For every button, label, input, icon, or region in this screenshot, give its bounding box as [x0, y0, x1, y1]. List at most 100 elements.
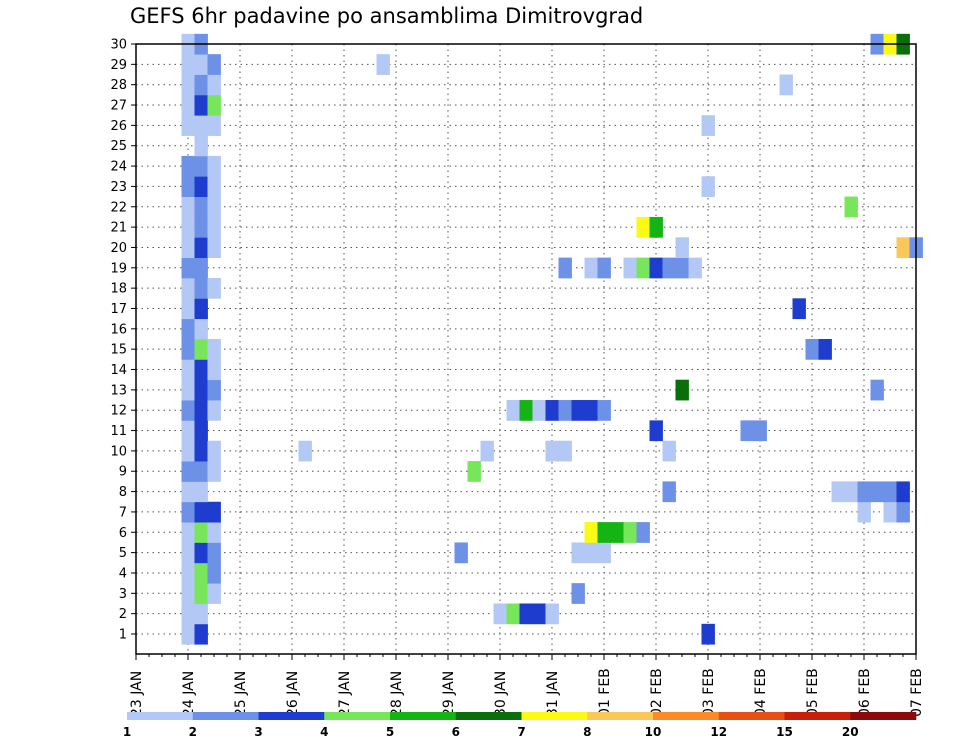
heatmap-cell	[194, 298, 208, 320]
y-tick-label: 19	[110, 261, 127, 276]
heatmap-cell	[181, 379, 195, 401]
heatmap-cell	[181, 196, 195, 218]
heatmap-cell	[584, 522, 598, 543]
heatmap-cell	[792, 298, 806, 320]
heatmap-cell	[519, 400, 533, 421]
heatmap-cell	[181, 339, 195, 360]
heatmap-cell	[181, 237, 195, 259]
heatmap-cell	[181, 461, 195, 482]
heatmap-cell	[636, 522, 650, 543]
y-tick-label: 10	[110, 444, 127, 459]
y-tick-label: 30	[110, 38, 127, 53]
x-tick-label: 05 FEB	[805, 668, 821, 717]
colorbar-segment	[784, 712, 851, 720]
heatmap-cell	[506, 603, 520, 625]
heatmap-cell	[584, 257, 598, 279]
heatmap-cell	[558, 440, 572, 462]
heatmap-cell	[194, 420, 208, 442]
heatmap-cell	[207, 155, 221, 177]
heatmap-cell	[207, 216, 221, 238]
heatmap-cell	[194, 176, 208, 197]
x-tick-label: 24 JAN	[181, 671, 197, 717]
heatmap-cell	[519, 603, 533, 625]
heatmap-cell	[701, 115, 715, 136]
x-tick-label: 06 FEB	[857, 668, 873, 717]
heatmap-cell	[194, 583, 208, 604]
colorbar: 1 2 3 4 5 6 7 8 10 12 15 20	[123, 712, 917, 739]
heatmap-cell	[688, 257, 702, 279]
y-tick-label: 12	[110, 404, 127, 419]
heatmap-cell	[597, 400, 611, 421]
heatmap-cell	[194, 277, 208, 299]
heatmap-cell	[207, 461, 221, 482]
heatmap-cell	[194, 54, 208, 75]
x-tick-label: 07 FEB	[909, 668, 925, 717]
heatmap-cell	[662, 440, 676, 462]
heatmap-cell	[181, 94, 195, 116]
heatmap-cell	[844, 481, 858, 503]
x-tick-label: 23 JAN	[129, 671, 145, 717]
heatmap-cell	[636, 257, 650, 279]
colorbar-label: 6	[452, 725, 460, 739]
colorbar-label: 1	[123, 725, 131, 739]
heatmap-cell	[194, 216, 208, 238]
heatmap-cell	[480, 440, 494, 462]
heatmap-cell	[857, 501, 871, 523]
heatmap-cell	[558, 257, 572, 279]
colorbar-label: 15	[776, 725, 793, 739]
colorbar-segment	[258, 712, 325, 720]
heatmap-cell	[207, 339, 221, 360]
heatmap-cell	[207, 54, 221, 75]
heatmap-cell	[194, 359, 208, 381]
colorbar-label: 4	[320, 725, 328, 739]
heatmap-cell	[194, 237, 208, 259]
heatmap-cell	[844, 196, 858, 218]
heatmap-cell	[883, 481, 897, 503]
colorbar-segment	[850, 712, 917, 720]
heatmap-cell	[636, 216, 650, 238]
y-tick-label: 20	[110, 241, 127, 256]
colorbar-label: 10	[645, 725, 662, 739]
heatmap-cell	[207, 115, 221, 136]
colorbar-segment	[718, 712, 785, 720]
heatmap-cell	[194, 603, 208, 625]
heatmap-cell	[558, 400, 572, 421]
heatmap-cell	[649, 216, 663, 238]
x-tick-label: 01 FEB	[597, 668, 613, 717]
heatmap-cell	[662, 257, 676, 279]
heatmap-cell	[740, 420, 754, 442]
y-tick-label: 11	[110, 424, 127, 439]
x-tick-label: 27 JAN	[337, 671, 353, 717]
y-tick-label: 23	[110, 180, 127, 195]
heatmap-cell	[532, 603, 546, 625]
heatmap-cell	[883, 501, 897, 523]
heatmap-cell	[194, 94, 208, 116]
heatmap-cell	[818, 339, 832, 360]
heatmap-cell	[597, 257, 611, 279]
heatmap-cell	[194, 135, 208, 157]
y-tick-label: 16	[110, 322, 127, 337]
heatmap-cell	[181, 420, 195, 442]
heatmap-cell	[610, 522, 624, 543]
heatmap-cell	[207, 562, 221, 584]
heatmap-cell	[181, 562, 195, 584]
heatmap-cell	[181, 583, 195, 604]
heatmap-cell	[181, 176, 195, 197]
y-tick-label: 5	[119, 546, 127, 561]
heatmap-cell	[623, 257, 637, 279]
heatmap-cell	[181, 542, 195, 564]
x-axis: 23 JAN 24 JAN 25 JAN 26 JAN 27 JAN 28 JAN 29 J…	[129, 654, 925, 717]
heatmap-cell	[701, 623, 715, 645]
x-tick-label: 29 JAN	[441, 671, 457, 717]
x-tick-label: 25 JAN	[233, 671, 249, 717]
heatmap-cell	[298, 440, 312, 462]
heatmap-cell	[207, 359, 221, 381]
heatmap-cell	[597, 522, 611, 543]
heatmap-cell	[545, 440, 559, 462]
x-tick-label: 02 FEB	[649, 668, 665, 717]
y-axis: 1234567891011121314151617181920212223242…	[110, 38, 136, 643]
y-tick-label: 29	[110, 58, 127, 73]
heatmap-cell	[584, 400, 598, 421]
y-tick-label: 17	[110, 302, 127, 317]
heatmap-cell	[870, 379, 884, 401]
